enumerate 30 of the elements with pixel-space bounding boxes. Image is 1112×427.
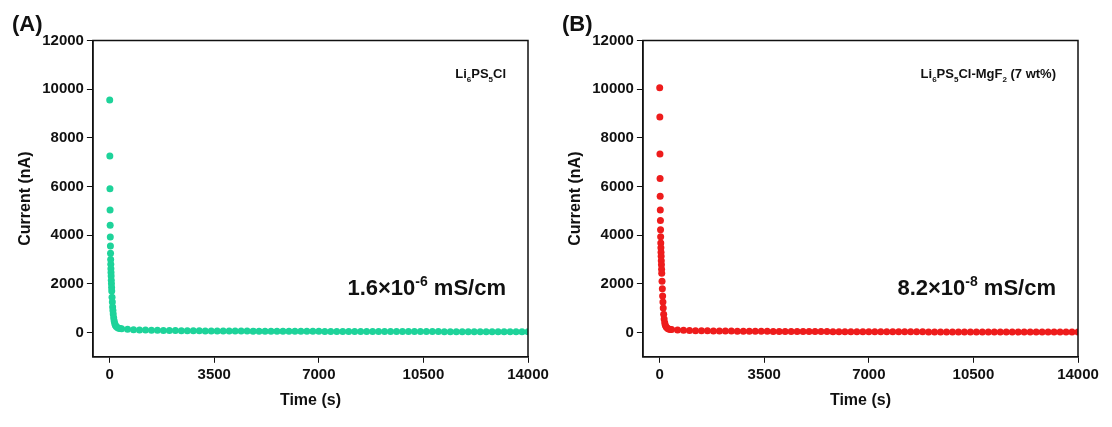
y-tick-label: 2000 [50,273,84,291]
x-axis-title: Time (s) [279,390,341,408]
y-tick-label: 4000 [600,225,634,243]
chart-title: (B) [562,11,593,37]
x-tick-label: 3500 [747,364,781,382]
y-tick-label: 2000 [600,273,634,291]
y-tick-label: 4000 [50,225,84,243]
chart-title: (A) [12,11,43,37]
x-tick-label: 7000 [852,364,886,382]
x-tick-label: 14000 [1057,364,1099,382]
x-tick-label: 0 [655,364,664,382]
y-tick-label: 12000 [42,30,84,48]
x-tick-label: 0 [105,364,114,382]
y-tick-label: 6000 [600,176,634,194]
y-tick-label: 6000 [50,176,84,194]
x-tick-label: 7000 [302,364,336,382]
y-tick-label: 10000 [592,79,634,97]
x-axis-title: Time (s) [829,390,891,408]
y-axis-title: Current (nA) [566,151,584,246]
x-tick-label: 10500 [952,364,995,382]
y-axis-title: Current (nA) [16,151,34,246]
x-tick-label: 10500 [402,364,445,382]
y-tick-label: 0 [75,322,84,340]
y-tick-label: 8000 [600,127,634,145]
y-tick-label: 12000 [592,30,634,48]
y-tick-label: 10000 [42,79,84,97]
y-tick-label: 0 [625,322,634,340]
x-tick-label: 14000 [507,364,549,382]
x-tick-label: 3500 [197,364,231,382]
y-tick-label: 8000 [50,127,84,145]
